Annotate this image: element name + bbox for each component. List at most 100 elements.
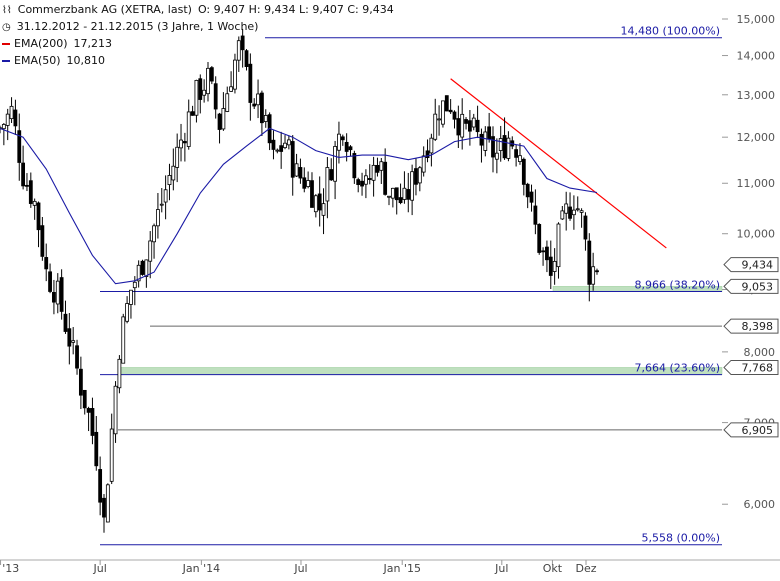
candle-body [36, 202, 41, 231]
candle-body [556, 223, 561, 268]
candle-body [414, 168, 418, 185]
price-tag-box [723, 422, 779, 438]
candle-body [194, 79, 199, 116]
candle-body [402, 187, 407, 200]
ema200-label: EMA(200) [14, 37, 68, 50]
candle-body [90, 408, 95, 436]
ema50-swatch [2, 60, 10, 62]
candle-body [425, 150, 430, 159]
candle-body [129, 289, 133, 305]
candle-body [240, 35, 245, 51]
candle-body [48, 271, 52, 292]
candle-body [167, 175, 172, 186]
candle-body [525, 183, 530, 198]
candle-body [17, 130, 22, 163]
fib-label: 14,480 (100.00%) [620, 25, 720, 38]
candle-body [364, 175, 368, 185]
chart-icon: ⌇⌇ [2, 5, 12, 16]
x-tick-label: Okt [543, 562, 563, 575]
candle-body [102, 497, 106, 518]
candle-body [575, 208, 580, 211]
clock-icon: ◷ [2, 22, 11, 33]
price-tag-label: 9,434 [742, 259, 774, 272]
candle-body [325, 167, 330, 202]
candle-body [148, 240, 153, 262]
candle-body [452, 111, 457, 120]
candle-body [337, 133, 341, 151]
candle-body [340, 136, 345, 141]
candle-body [117, 358, 122, 389]
legend-ema50: EMA(50) 10,810 [2, 54, 111, 67]
candle-body [568, 206, 572, 219]
trendline [450, 78, 667, 249]
ema50-label: EMA(50) [14, 54, 61, 67]
candle-body [86, 408, 91, 413]
candle-body [152, 225, 156, 243]
candle-body [271, 139, 276, 150]
candle-body [560, 210, 565, 220]
candle-body [182, 141, 187, 144]
candle-body [571, 209, 576, 216]
fib-label: 8,966 (38.20%) [634, 279, 720, 292]
candle-body [587, 240, 592, 285]
candle-body [298, 167, 303, 179]
candle-body [475, 119, 480, 133]
x-tick-label: Jan '14 [182, 562, 220, 575]
candle-body [310, 180, 314, 208]
candle-body [348, 146, 353, 151]
candle-body [313, 195, 318, 213]
candle-body [71, 340, 76, 343]
candle-body [263, 115, 268, 122]
support-zone [117, 367, 723, 375]
candle-body [209, 67, 214, 82]
x-tick-label: Jan '15 [382, 562, 420, 575]
candle-body [186, 111, 191, 147]
candle-body [286, 139, 291, 146]
candle-body [344, 141, 349, 152]
candle-body [467, 120, 472, 132]
price-tag-box [723, 278, 779, 294]
price-tag: 9,434 [723, 257, 779, 273]
candle-body [67, 328, 72, 347]
price-tag: 9,053 [723, 278, 779, 294]
candle-body [190, 111, 195, 116]
candle-body [206, 67, 210, 95]
candle-body [583, 215, 588, 240]
candle-body [59, 277, 64, 312]
candle-body [233, 59, 237, 90]
candle-body [163, 189, 168, 203]
candle-body [294, 163, 299, 177]
y-tick-label: 10,000 [737, 228, 776, 241]
candle-body [487, 126, 492, 140]
candle-body [464, 119, 468, 124]
candle-body [279, 145, 284, 152]
y-tick-label: 15,000 [737, 13, 776, 26]
candle-body [410, 171, 415, 201]
x-tick-label: Jul [93, 562, 107, 575]
candle-body [213, 83, 218, 110]
candle-body [290, 141, 295, 178]
candle-body [352, 153, 357, 179]
chart-title: Commerzbank AG (XETRA, last) [17, 3, 192, 16]
y-tick-label: 13,000 [737, 89, 776, 102]
candle-body [379, 161, 384, 171]
candle-body [394, 187, 399, 201]
candle-body [105, 484, 110, 523]
candle-body [521, 158, 526, 185]
candle-body [548, 256, 553, 276]
candle-body [483, 131, 488, 151]
candle-body [595, 270, 599, 273]
candle-body [140, 260, 145, 275]
candle-body [225, 93, 230, 112]
candle-body [98, 469, 103, 503]
candle-body [260, 92, 264, 124]
candle-body [591, 266, 596, 285]
candle-body [78, 368, 83, 396]
candle-body [125, 303, 130, 322]
candle-body [383, 161, 388, 195]
candle-body [306, 180, 311, 187]
candle-body [387, 195, 391, 198]
candle-body [367, 178, 372, 180]
candle-body [40, 225, 45, 257]
ema50-line [0, 127, 598, 285]
